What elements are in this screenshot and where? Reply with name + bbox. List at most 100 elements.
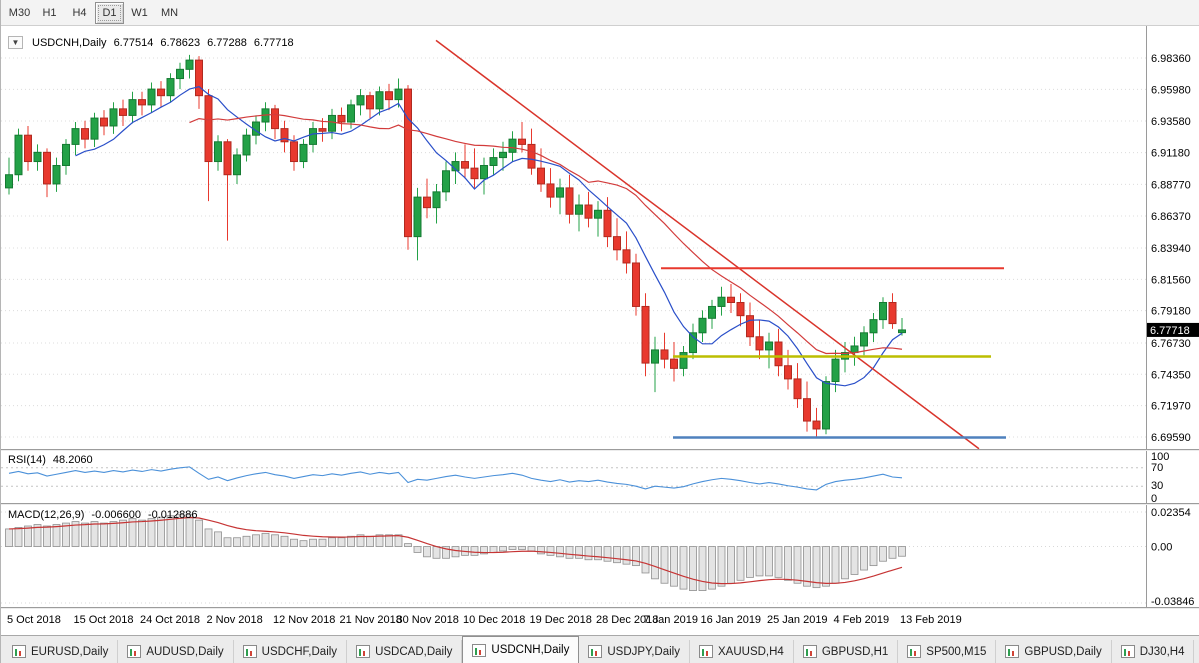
timeframe-button-m30[interactable]: M30 [8,6,31,19]
chart-tab-label: EURUSD,Daily [31,645,109,658]
date-label: 28 Dec 2018 [596,614,659,626]
macd-signal-value: -0.012886 [147,509,198,521]
current-price-value: 6.77718 [1150,325,1190,337]
ma-fast-line [75,85,903,387]
candles [5,54,906,437]
price-axis-label: 6.86370 [1151,211,1191,223]
current-price-tag [1147,322,1199,337]
date-label: 25 Jan 2019 [767,614,828,626]
chart-tab-sp500-m15[interactable]: SP500,M15 [898,640,997,663]
date-label: 16 Jan 2019 [700,614,762,626]
chart-tab-gbpusd-h1[interactable]: GBPUSD,H1 [794,640,899,663]
mini-chart-icon [356,645,371,658]
mini-chart-icon [699,645,713,658]
date-label: 7 Jan 2019 [643,614,698,626]
date-label: 4 Feb 2019 [833,614,890,626]
chart-tab-tech100-h1[interactable]: TECH100,H1 [1194,640,1199,663]
chart-tab-label: USDJPY,Daily [607,645,680,658]
chart-tab-audusd-daily[interactable]: AUDUSD,Daily [118,640,234,663]
chart-tab-label: USDCAD,Daily [375,645,453,658]
macd-canvas[interactable]: 0.02354 0.00 -0.03846 [1,505,1199,607]
chart-area[interactable]: 6.98360 6.95980 6.93580 6.91180 6.88770 6.863… [1,26,1199,635]
price-axis-label: 6.83940 [1151,243,1191,255]
ohlc-high: 6.78623 [160,36,201,49]
date-label: 24 Oct 2018 [140,614,200,626]
pane-splitter[interactable] [1,607,1199,609]
date-label: 5 Oct 2018 [7,614,61,626]
date-label: 12 Nov 2018 [273,614,336,626]
chart-tab-label: XAUUSD,H4 [718,645,784,658]
timeframe-button-w1[interactable]: W1 [131,6,148,19]
date-label: 21 Nov 2018 [339,614,402,626]
date-label: 15 Oct 2018 [73,614,134,626]
date-label: 30 Nov 2018 [396,614,459,626]
date-label: 2 Nov 2018 [206,614,263,626]
chart-tab-eurusd-daily[interactable]: EURUSD,Daily [3,640,119,663]
price-axis-label: 6.71970 [1151,401,1191,413]
price-axis-label: 6.74350 [1151,369,1191,381]
price-axis-label: 6.93580 [1151,116,1191,128]
mini-chart-icon [802,645,817,658]
price-axis-label: 6.76730 [1151,338,1191,350]
rsi-axis-label: 0 [1151,493,1157,503]
chart-tab-xauusd-h4[interactable]: XAUUSD,H4 [690,640,794,663]
chart-tab-label: GBPUSD,Daily [1024,645,1102,658]
mini-chart-icon [588,645,603,658]
chart-tab-gbpusd-daily[interactable]: GBPUSD,Daily [996,640,1112,663]
mini-chart-icon [472,643,487,657]
mini-chart-icon [907,645,922,658]
chart-tab-usdjpy-daily[interactable]: USDJPY,Daily [579,640,690,663]
timeframe-button-mn[interactable]: MN [160,6,179,19]
date-axis[interactable]: 5 Oct 2018 15 Oct 2018 24 Oct 2018 2 Nov 20… [1,609,1199,635]
mini-chart-icon [12,645,26,658]
collapse-panel-icon[interactable]: ▼ [8,36,23,49]
chart-symbol-title: USDCNH,Daily [32,36,107,49]
date-label: 13 Feb 2019 [900,614,962,626]
chart-ohlc-label: ▼ USDCNH,Daily 6.77514 6.78623 6.77288 6… [8,36,294,49]
pane-splitter[interactable] [1,449,1199,451]
macd-name: MACD(12,26,9) [8,509,85,521]
rsi-axis-label: 100 [1151,451,1169,463]
pane-splitter[interactable] [1,503,1199,505]
rsi-name: RSI(14) [8,454,46,466]
mini-chart-icon [242,645,257,658]
price-axis-label: 6.88770 [1151,179,1191,191]
price-axis-label: 6.91180 [1151,148,1190,160]
price-axis-label: 6.69590 [1151,432,1191,444]
rsi-line [8,466,903,491]
ohlc-close: 6.77718 [253,36,294,49]
price-axis-label: 6.98360 [1151,53,1191,65]
chart-tab-dj30-h4[interactable]: DJ30,H4 [1112,640,1195,663]
ma-slow-line [189,113,903,355]
ohlc-open: 6.77514 [113,36,154,49]
chart-tab-label: SP500,M15 [926,645,987,658]
rsi-axis-label: 70 [1151,462,1163,474]
chart-tab-usdcnh-daily[interactable]: USDCNH,Daily [462,636,580,663]
mini-chart-icon [127,645,142,658]
macd-main-value: -0.006600 [91,509,141,521]
date-label: 10 Dec 2018 [463,614,526,626]
price-gridlines [1,57,1147,438]
descending-trendline[interactable] [435,39,980,450]
price-axis-label: 6.95980 [1151,84,1191,96]
chart-tab-label: USDCHF,Daily [261,645,338,658]
ohlc-low: 6.77288 [207,36,247,49]
macd-signal-line [8,516,903,585]
timeframe-toolbar: M30 H1 H4 D1 W1 MN [1,0,1199,26]
macd-label: MACD(12,26,9) -0.006600 -0.012886 [8,509,198,521]
main-chart-canvas[interactable]: 6.98360 6.95980 6.93580 6.91180 6.88770 6.863… [1,26,1199,450]
macd-axis-label: 0.00 [1151,542,1172,554]
timeframe-button-d1[interactable]: D1 [95,1,124,24]
chart-tab-usdcad-daily[interactable]: USDCAD,Daily [347,640,463,663]
chart-tab-label: AUDUSD,Daily [146,645,224,658]
macd-axis-label: -0.03846 [1151,596,1194,607]
macd-axis-label: 0.02354 [1151,507,1191,519]
chart-tab-usdchf-daily[interactable]: USDCHF,Daily [234,640,348,663]
mini-chart-icon [1120,645,1135,658]
timeframe-button-h1[interactable]: H1 [42,6,57,19]
chart-tab-label: GBPUSD,H1 [821,645,889,658]
timeframe-button-h4[interactable]: H4 [72,6,87,19]
chart-tab-label: DJ30,H4 [1139,645,1185,658]
